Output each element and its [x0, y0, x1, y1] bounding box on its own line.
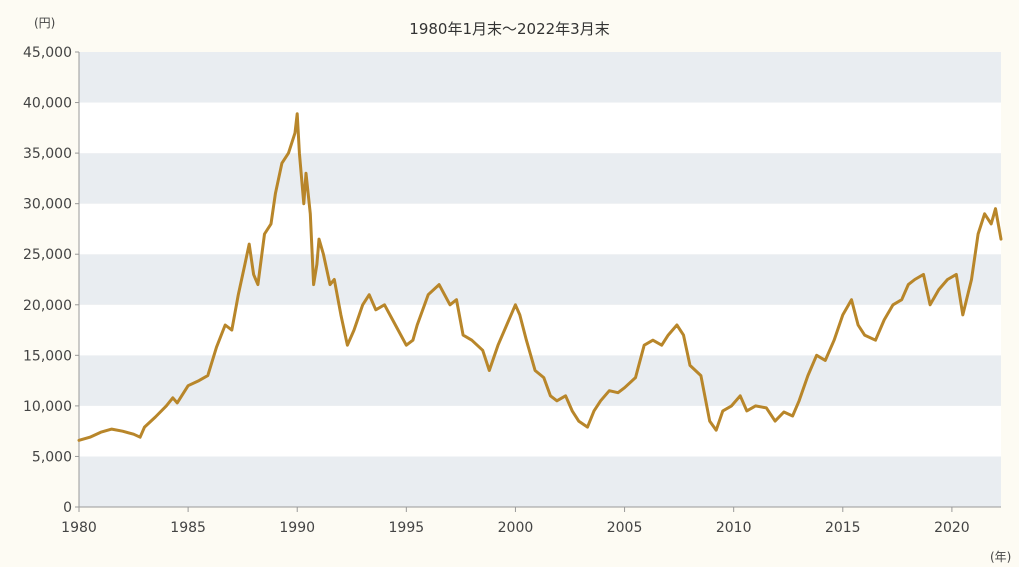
- x-tick-label: 2005: [607, 520, 643, 536]
- grid-band: [79, 52, 1001, 103]
- y-tick-label: 45,000: [23, 45, 72, 61]
- x-tick-label: 1985: [170, 520, 206, 536]
- x-tick-label: 2010: [716, 520, 752, 536]
- y-tick-label: 35,000: [23, 146, 72, 162]
- grid-band: [79, 355, 1001, 406]
- y-tick-label: 15,000: [23, 348, 72, 364]
- y-tick-label: 25,000: [23, 247, 72, 263]
- y-tick-label: 5,000: [32, 449, 72, 465]
- y-tick-label: 20,000: [23, 298, 72, 314]
- y-tick-label: 0: [63, 500, 72, 516]
- x-tick-label: 1995: [389, 520, 425, 536]
- x-tick-label: 2020: [934, 520, 970, 536]
- y-axis-unit: (円): [34, 16, 56, 30]
- grid-band: [79, 456, 1001, 507]
- x-axis-ticks: 1980 1985 1990 1995 2000 2005 2010 2015 2020: [61, 507, 970, 536]
- series-line: [77, 112, 1003, 442]
- x-tick-label: 1990: [279, 520, 315, 536]
- y-tick-label: 30,000: [23, 197, 72, 213]
- y-tick-label: 40,000: [23, 96, 72, 112]
- y-tick-label: 10,000: [23, 399, 72, 415]
- chart-subtitle: 1980年1月末〜2022年3月末: [409, 20, 610, 38]
- series-layer: [77, 112, 1003, 442]
- x-tick-label: 2015: [825, 520, 861, 536]
- grid-band: [79, 102, 1001, 154]
- grid-band: [79, 405, 1001, 457]
- x-axis-unit: (年): [990, 550, 1012, 564]
- grid-bands: [79, 52, 1001, 507]
- grid-band: [79, 153, 1001, 204]
- y-axis-ticks: 0 5,000 10,000 15,000 20,000 25,000 30,000 35,0…: [23, 45, 79, 516]
- chart-axes: [78, 52, 1001, 508]
- x-tick-label: 1980: [61, 520, 97, 536]
- grid-band: [79, 203, 1001, 255]
- grid-band: [79, 254, 1001, 305]
- x-tick-label: 2000: [498, 520, 534, 536]
